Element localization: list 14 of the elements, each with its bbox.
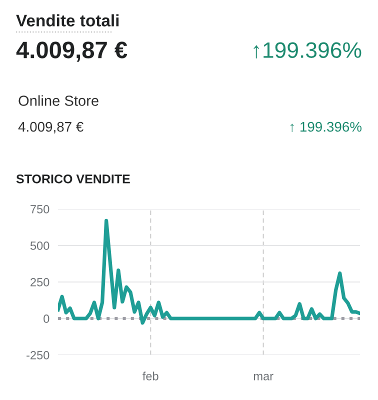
y-tick-label: 250 — [30, 278, 50, 286]
text: Online Store — [18, 95, 98, 106]
x-tick-label: feb — [142, 372, 158, 380]
text: 4.009,87 € — [18, 122, 84, 134]
y-tick-label: -250 — [26, 351, 50, 360]
y-tick-label: 0 — [44, 314, 50, 323]
text: 4.009,87 € — [16, 42, 128, 62]
text: ↑ 199.396% — [290, 122, 362, 132]
chart-title: STORICO VENDITE — [16, 174, 130, 184]
y-tick-label: 750 — [30, 205, 50, 214]
y-tick-label: 500 — [30, 242, 50, 250]
text: ↑199.396% — [254, 42, 362, 58]
x-tick-label: mar — [254, 374, 274, 380]
text: Vendite totali — [16, 14, 119, 26]
